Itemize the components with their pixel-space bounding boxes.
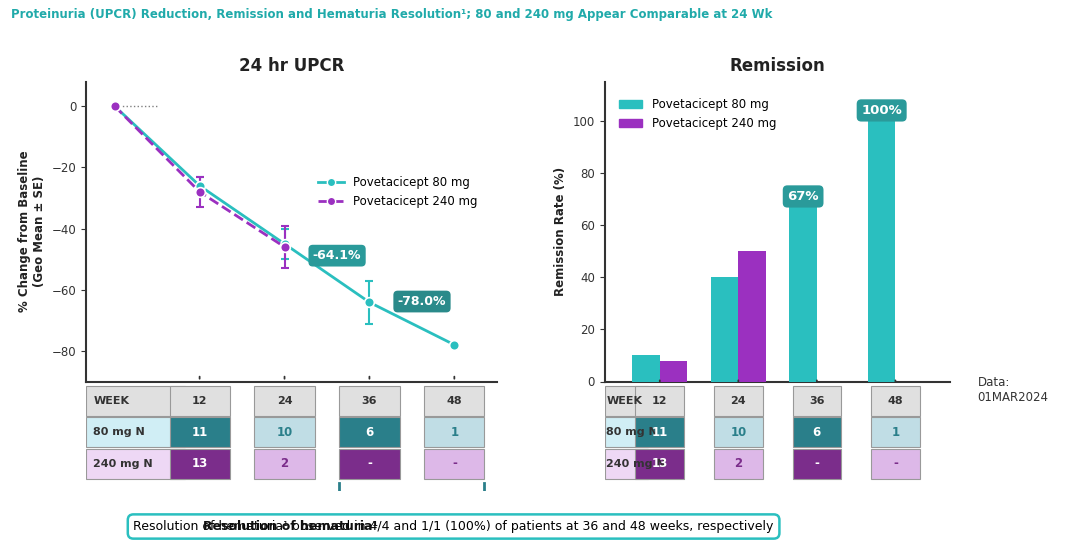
Legend: Povetacicept 80 mg, Povetacicept 240 mg: Povetacicept 80 mg, Povetacicept 240 mg — [615, 94, 781, 135]
Text: 36: 36 — [809, 396, 825, 406]
Bar — [339, 417, 400, 447]
Bar — [339, 386, 400, 416]
Bar — [635, 449, 684, 479]
Bar — [86, 417, 186, 447]
Bar — [872, 386, 920, 416]
Bar — [789, 207, 816, 382]
Bar — [170, 417, 230, 447]
Text: WEEK: WEEK — [606, 396, 643, 406]
Bar — [714, 449, 762, 479]
Text: -: - — [893, 457, 897, 470]
Bar — [605, 449, 648, 479]
Bar — [793, 417, 841, 447]
Text: -: - — [814, 457, 820, 470]
Bar — [255, 449, 314, 479]
Text: 240 mg N: 240 mg N — [94, 459, 153, 469]
Bar — [793, 449, 841, 479]
Bar — [714, 386, 762, 416]
Title: Remission: Remission — [730, 57, 825, 75]
Bar — [635, 386, 684, 416]
Text: 11: 11 — [651, 426, 667, 439]
Bar — [872, 449, 920, 479]
Y-axis label: Remission Rate (%): Remission Rate (%) — [554, 167, 567, 296]
Text: Resolution of hematuria¹ observed in 4/4 and 1/1 (100%) of patients at 36 and 48: Resolution of hematuria¹ observed in 4/4… — [134, 520, 773, 533]
Bar — [711, 277, 739, 382]
Bar — [605, 386, 648, 416]
Text: 10: 10 — [276, 426, 293, 439]
Bar — [660, 361, 687, 382]
Text: 12: 12 — [192, 396, 207, 406]
Bar — [170, 386, 230, 416]
Text: 13: 13 — [651, 457, 667, 470]
Bar — [605, 417, 648, 447]
Text: 12: 12 — [652, 396, 667, 406]
Text: 2: 2 — [281, 457, 288, 470]
Text: 1: 1 — [450, 426, 458, 439]
Bar — [714, 417, 762, 447]
Text: -: - — [367, 457, 372, 470]
Y-axis label: % Change from Baseline
(Geo Mean ± SE): % Change from Baseline (Geo Mean ± SE) — [18, 151, 46, 312]
Text: 6: 6 — [813, 426, 821, 439]
Bar — [424, 386, 485, 416]
Text: 36: 36 — [362, 396, 377, 406]
Text: 100%: 100% — [861, 104, 902, 117]
Bar — [255, 417, 314, 447]
Title: 24 hr UPCR: 24 hr UPCR — [239, 57, 345, 75]
Text: WEEK: WEEK — [94, 396, 130, 406]
Text: 67%: 67% — [787, 190, 819, 203]
Text: Resolution of hematuria¹: Resolution of hematuria¹ — [203, 520, 378, 533]
Text: 24: 24 — [276, 396, 293, 406]
Text: 80 mg N: 80 mg N — [606, 427, 658, 438]
Text: 2: 2 — [734, 457, 742, 470]
Bar — [872, 417, 920, 447]
Bar — [635, 417, 684, 447]
Text: 1: 1 — [891, 426, 900, 439]
Text: 13: 13 — [191, 457, 207, 470]
Bar — [86, 386, 186, 416]
Text: -: - — [451, 457, 457, 470]
Text: 80 mg N: 80 mg N — [94, 427, 145, 438]
Text: -78.0%: -78.0% — [397, 295, 446, 308]
Text: Proteinuria (UPCR) Reduction, Remission and Hematuria Resolution¹; 80 and 240 mg: Proteinuria (UPCR) Reduction, Remission … — [11, 8, 772, 21]
Text: 240 mg N: 240 mg N — [606, 459, 666, 469]
Bar — [424, 449, 485, 479]
Text: 11: 11 — [191, 426, 207, 439]
Legend: Povetacicept 80 mg, Povetacicept 240 mg: Povetacicept 80 mg, Povetacicept 240 mg — [313, 172, 483, 213]
Text: -64.1%: -64.1% — [313, 249, 362, 262]
Text: 10: 10 — [730, 426, 746, 439]
Text: Data:
01MAR2024: Data: 01MAR2024 — [977, 376, 1049, 404]
Bar — [170, 449, 230, 479]
Text: 48: 48 — [446, 396, 462, 406]
Bar — [339, 449, 400, 479]
Text: 24: 24 — [730, 396, 746, 406]
Bar — [739, 251, 766, 382]
Bar — [86, 449, 186, 479]
Bar — [632, 355, 660, 382]
Bar — [793, 386, 841, 416]
Text: 48: 48 — [888, 396, 903, 406]
Text: 6: 6 — [365, 426, 374, 439]
Bar — [424, 417, 485, 447]
Bar — [868, 121, 895, 382]
Bar — [255, 386, 314, 416]
